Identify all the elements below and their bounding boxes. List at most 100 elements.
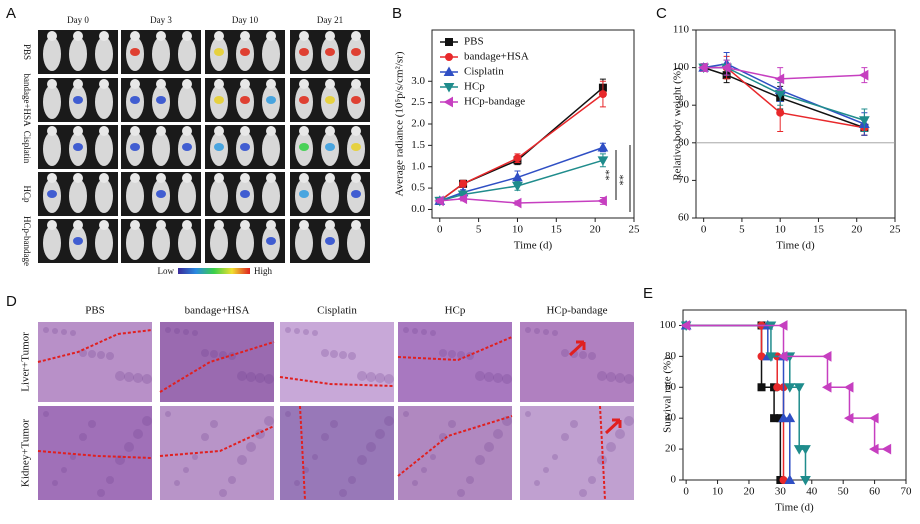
x-axis-label: Time (d) xyxy=(514,240,553,252)
tissue-texture xyxy=(88,350,96,358)
x-tick-label: 60 xyxy=(869,486,881,498)
tissue-texture xyxy=(502,416,512,426)
mouse xyxy=(95,37,113,71)
mouse xyxy=(43,226,61,260)
x-tick-label: 10 xyxy=(712,486,724,498)
tissue-texture xyxy=(97,489,105,497)
y-tick-label: 60 xyxy=(665,381,677,393)
x-tick-label: 70 xyxy=(901,486,913,498)
y-tick-label: 100 xyxy=(673,61,690,73)
data-point xyxy=(698,62,708,73)
signal xyxy=(325,143,335,151)
tissue-texture xyxy=(219,489,227,497)
signal xyxy=(266,237,276,245)
histology-image xyxy=(38,406,152,500)
data-point xyxy=(784,383,796,393)
tissue-texture xyxy=(525,327,531,333)
mouse-head xyxy=(240,79,250,89)
plot-frame xyxy=(695,29,896,219)
panel-a: A Day 0 Day 3 Day 10 Day 21 PBS bandage+HSA Ci… xyxy=(6,5,370,276)
mouse xyxy=(210,226,228,260)
x-tick-label: 15 xyxy=(813,224,825,236)
colorbar-low: Low xyxy=(158,266,175,276)
tissue-texture xyxy=(294,328,300,334)
signal xyxy=(351,143,361,151)
mouse xyxy=(152,37,170,71)
row-label: PBS xyxy=(22,44,32,60)
tissue-texture xyxy=(255,373,265,383)
y-tick-label: 0.5 xyxy=(411,182,425,194)
tissue-texture xyxy=(475,371,485,381)
tissue-texture xyxy=(339,351,347,359)
mouse-head xyxy=(214,31,224,41)
tissue-texture xyxy=(588,352,596,360)
tissue-texture xyxy=(237,455,247,465)
tissue-texture xyxy=(192,454,198,460)
panel-d: D PBS bandage+HSA Cisplatin HCp HCp-bandage L… xyxy=(6,293,634,501)
mouse-head xyxy=(214,173,224,183)
signal xyxy=(130,96,140,104)
tissue-texture xyxy=(430,330,436,336)
x-tick-label: 0 xyxy=(437,224,443,236)
mouse-head xyxy=(156,31,166,41)
y-tick-label: 110 xyxy=(673,24,690,36)
y-tick-label: 90 xyxy=(678,99,690,111)
mouse-head xyxy=(325,173,335,183)
mouse-head xyxy=(156,220,166,230)
tissue-texture xyxy=(448,420,456,428)
column-label: HCp xyxy=(445,305,466,317)
tissue-texture xyxy=(88,420,96,428)
y-tick-label: 2.5 xyxy=(411,96,425,108)
tissue-texture xyxy=(321,349,329,357)
x-tick-label: 20 xyxy=(743,486,755,498)
row-label: bandage+HSA xyxy=(22,73,32,127)
x-tick-label: 0 xyxy=(701,224,707,236)
data-point xyxy=(843,412,854,424)
x-tick-label: 50 xyxy=(838,486,850,498)
tissue-texture xyxy=(330,350,338,358)
signal xyxy=(73,237,83,245)
signal xyxy=(325,96,335,104)
tissue-texture xyxy=(201,349,209,357)
tissue-texture xyxy=(142,416,152,426)
x-tick-label: 5 xyxy=(739,224,745,236)
panel-label: B xyxy=(392,5,402,22)
mouse-head xyxy=(182,31,192,41)
column-label: Day 3 xyxy=(150,15,172,25)
legend-marker xyxy=(443,66,455,76)
mouse-head xyxy=(240,31,250,41)
tissue-texture xyxy=(597,371,607,381)
mouse-head xyxy=(73,126,83,136)
tissue-texture xyxy=(133,429,143,439)
mouse-head xyxy=(266,31,276,41)
mouse-head xyxy=(351,220,361,230)
legend-marker xyxy=(445,38,453,46)
x-tick-label: 25 xyxy=(890,224,902,236)
x-tick-label: 20 xyxy=(590,224,602,236)
tissue-texture xyxy=(403,327,409,333)
data-point xyxy=(597,195,607,207)
tissue-texture xyxy=(439,433,447,441)
series-line xyxy=(439,146,604,202)
y-axis-label: Average radiance (10⁵p/s/cm²/sr) xyxy=(394,51,406,196)
tissue-texture xyxy=(183,329,189,335)
signal xyxy=(130,143,140,151)
histology-image xyxy=(280,322,394,402)
signal xyxy=(325,237,335,245)
tissue-texture xyxy=(210,350,218,358)
tissue-texture xyxy=(606,442,616,452)
mouse-head xyxy=(156,79,166,89)
data-point xyxy=(784,412,796,423)
signal xyxy=(240,96,250,104)
tissue-texture xyxy=(201,433,209,441)
x-tick-label: 10 xyxy=(512,224,524,236)
tissue-texture xyxy=(303,467,309,473)
tissue-texture xyxy=(312,454,318,460)
data-point xyxy=(721,62,731,73)
mouse-head xyxy=(351,173,361,183)
column-label: HCp-bandage xyxy=(546,305,607,317)
data-point xyxy=(881,443,892,455)
series-line xyxy=(439,93,604,202)
tissue-texture xyxy=(493,373,503,383)
data-point xyxy=(869,443,879,455)
